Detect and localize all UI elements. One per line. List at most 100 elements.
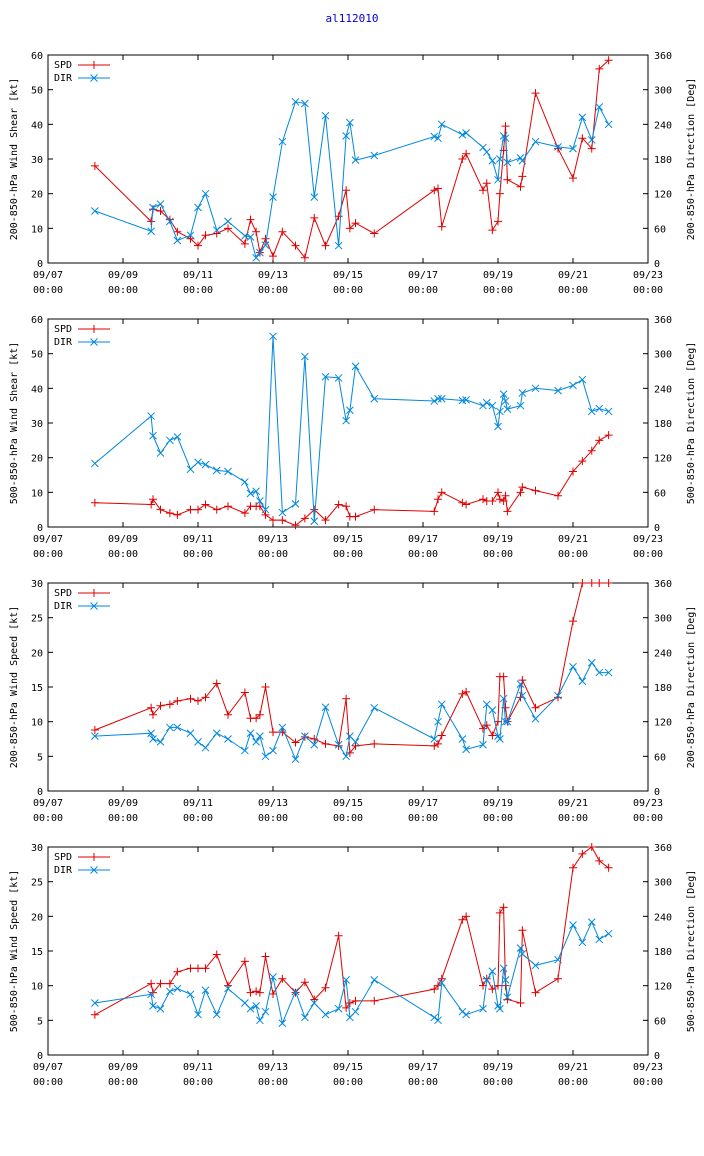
x-tick-time: 00:00 [558, 549, 588, 560]
data-point-dir [370, 703, 379, 712]
x-tick-time: 00:00 [183, 285, 213, 296]
x-tick-time: 00:00 [33, 813, 63, 824]
data-point-dir [261, 752, 270, 761]
x-tick-time: 00:00 [558, 285, 588, 296]
x-tick-time: 00:00 [183, 813, 213, 824]
y2-tick-label: 300 [654, 86, 672, 97]
data-point-dir [482, 398, 491, 407]
y-tick-label: 60 [31, 51, 43, 62]
data-point-dir [149, 431, 157, 440]
x-tick-time: 00:00 [33, 549, 63, 560]
data-point-dir [516, 944, 525, 952]
data-point-spd [147, 703, 156, 712]
data-point-dir [458, 735, 467, 743]
data-point-dir [149, 203, 157, 212]
x-tick-time: 00:00 [408, 549, 438, 560]
y-tick-label: 25 [31, 878, 43, 889]
x-tick-time: 00:00 [483, 813, 513, 824]
data-point-dir [488, 706, 497, 714]
y2-tick-label: 120 [654, 190, 672, 201]
x-tick-time: 00:00 [33, 285, 63, 296]
data-point-dir [496, 1004, 504, 1013]
data-point-dir [434, 717, 442, 726]
data-point-spd [252, 987, 261, 996]
data-point-dir [434, 1016, 442, 1025]
data-point-spd [531, 988, 540, 997]
panel-4: 05101520253006012018024030036009/0700:00… [9, 843, 697, 1088]
data-point-spd [212, 505, 221, 514]
data-point-dir [518, 389, 527, 397]
data-point-spd [569, 174, 577, 183]
x-tick-date: 09/11 [183, 1062, 213, 1073]
y-tick-label: 60 [31, 315, 43, 326]
data-point-dir [278, 1019, 287, 1028]
data-point-dir [291, 987, 300, 996]
data-point-spd [334, 931, 343, 940]
data-point-spd [501, 122, 510, 131]
y2-tick-label: 120 [654, 454, 672, 465]
data-point-dir [212, 466, 221, 475]
data-point-dir [166, 217, 174, 226]
data-point-dir [291, 97, 300, 106]
data-point-dir [516, 401, 525, 410]
legend-marker [90, 74, 98, 82]
data-point-dir [186, 990, 195, 999]
y2-tick-label: 360 [654, 843, 672, 854]
data-point-spd [194, 964, 202, 973]
y2-tick-label: 300 [654, 350, 672, 361]
data-point-dir [256, 248, 264, 257]
y-axis-label: 200-850-hPa Wind Speed [kt] [9, 606, 20, 769]
data-point-dir [503, 717, 512, 726]
page-title: al112010 [325, 12, 379, 25]
data-point-spd [165, 979, 174, 988]
data-point-spd [173, 227, 182, 236]
series-line-dir [94, 661, 609, 761]
data-point-spd [518, 926, 527, 935]
data-point-dir [346, 406, 354, 415]
data-point-spd [201, 964, 210, 973]
data-point-spd [578, 134, 587, 143]
data-point-dir [587, 658, 596, 667]
data-point-dir [147, 412, 155, 420]
data-point-dir [149, 1002, 157, 1010]
data-point-spd [201, 500, 210, 509]
data-point-spd [462, 687, 471, 696]
data-point-dir [291, 755, 300, 764]
data-point-spd [578, 849, 587, 858]
data-point-dir [261, 505, 270, 514]
data-point-dir [91, 459, 99, 468]
data-point-spd [201, 693, 210, 702]
data-point-spd [479, 724, 487, 733]
data-point-spd [261, 683, 270, 691]
data-point-dir [501, 717, 510, 726]
y2-tick-label: 180 [654, 419, 672, 430]
y2-tick-label: 300 [654, 614, 672, 625]
x-tick-date: 09/11 [183, 270, 213, 281]
data-point-spd [255, 988, 264, 997]
y2-axis-label: 500-850-hPa Direction [Deg] [686, 870, 697, 1033]
data-point-spd [587, 144, 596, 153]
data-point-spd [186, 964, 195, 973]
data-point-dir [334, 374, 343, 382]
y-tick-label: 15 [31, 683, 43, 694]
data-point-dir [351, 738, 360, 746]
x-tick-time: 00:00 [258, 549, 288, 560]
y-tick-label: 25 [31, 614, 43, 625]
data-point-spd [240, 688, 249, 697]
x-tick-date: 09/19 [483, 534, 513, 545]
data-point-dir [488, 967, 497, 976]
data-point-spd [240, 957, 249, 966]
legend-marker [90, 602, 98, 610]
series-spd [90, 56, 613, 262]
data-point-dir [186, 465, 195, 474]
data-point-spd [342, 502, 351, 511]
data-point-spd [482, 721, 491, 730]
x-tick-time: 00:00 [333, 549, 363, 560]
data-point-spd [531, 89, 540, 98]
data-point-dir [301, 1013, 309, 1022]
data-point-dir [578, 677, 587, 686]
data-point-spd [569, 467, 577, 476]
data-point-dir [224, 984, 232, 993]
data-point-dir [342, 416, 350, 425]
y-tick-label: 30 [31, 843, 43, 854]
